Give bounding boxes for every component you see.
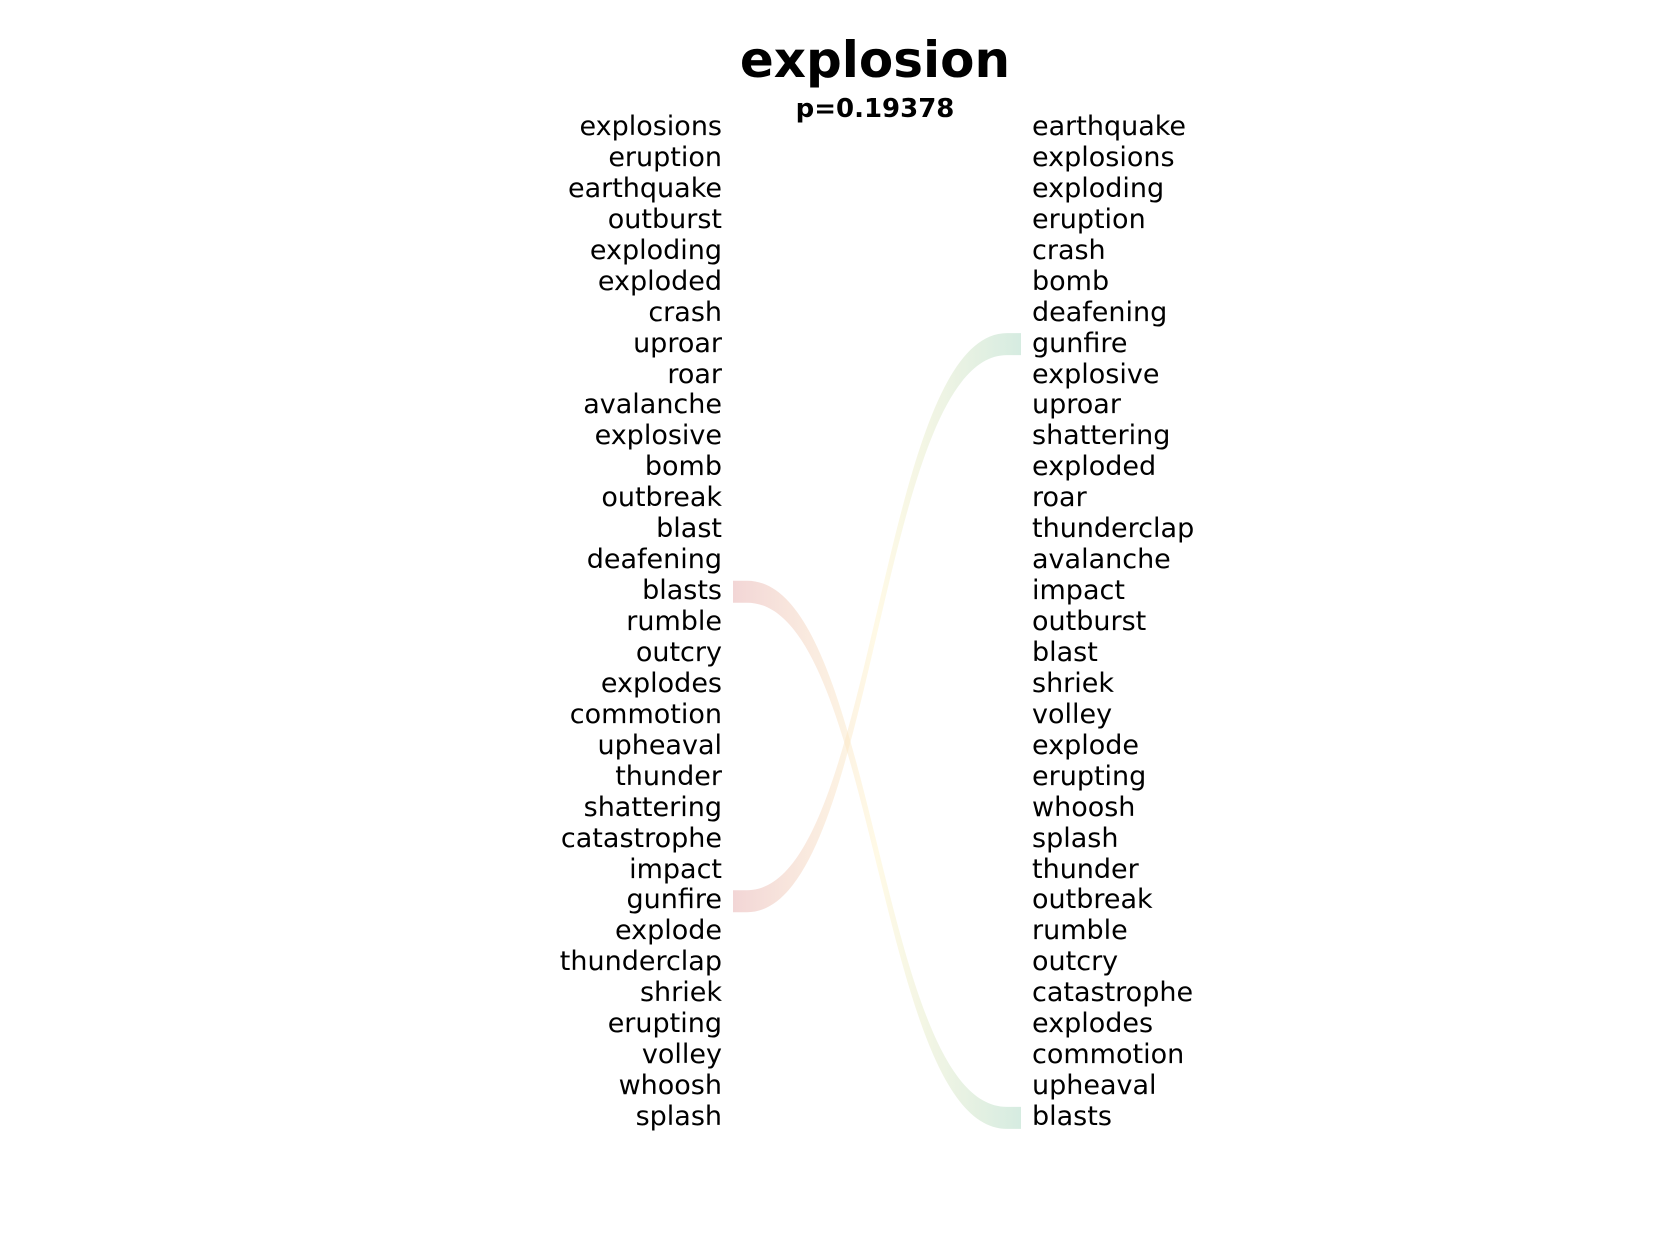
right-word: catastrophe xyxy=(1032,977,1194,1009)
left-word: commotion xyxy=(569,698,722,730)
right-word: exploded xyxy=(1032,451,1157,483)
right-word: impact xyxy=(1032,575,1125,607)
right-word: outburst xyxy=(1032,606,1147,637)
right-word: erupting xyxy=(1032,760,1147,792)
left-word: blasts xyxy=(642,575,722,607)
left-word: gunfire xyxy=(626,884,723,916)
right-word: explodes xyxy=(1032,1008,1154,1040)
left-word: outcry xyxy=(635,636,722,668)
right-word: avalanche xyxy=(1032,544,1171,576)
left-word: upheaval xyxy=(597,729,722,761)
left-word: thunder xyxy=(615,760,722,792)
left-word: deafening xyxy=(586,544,722,576)
right-word: crash xyxy=(1032,234,1106,266)
right-word: outcry xyxy=(1032,946,1119,978)
left-word: earthquake xyxy=(567,172,722,204)
diagram-title: explosion xyxy=(739,31,1011,89)
right-word: splash xyxy=(1032,822,1119,854)
right-word: explode xyxy=(1032,729,1140,761)
left-word: whoosh xyxy=(618,1070,722,1102)
left-word: eruption xyxy=(608,141,722,173)
left-word: rumble xyxy=(626,606,722,637)
left-word: erupting xyxy=(607,1008,722,1040)
right-word: thunderclap xyxy=(1032,513,1195,545)
left-word: explosions xyxy=(579,111,722,142)
left-word: explode xyxy=(614,915,722,947)
right-word: whoosh xyxy=(1032,791,1136,823)
left-word: exploding xyxy=(589,234,722,266)
right-word: deafening xyxy=(1032,296,1168,328)
left-word: uproar xyxy=(633,327,722,359)
right-word: blast xyxy=(1032,636,1098,668)
right-word: shriek xyxy=(1032,667,1115,699)
left-word: explodes xyxy=(600,667,722,699)
rank-link-blasts xyxy=(733,580,1021,1129)
right-word: outbreak xyxy=(1032,884,1153,916)
left-word: shriek xyxy=(639,977,722,1009)
right-word: exploding xyxy=(1032,172,1165,204)
right-word: shattering xyxy=(1032,420,1171,452)
left-word: avalanche xyxy=(583,389,722,421)
right-word: eruption xyxy=(1032,203,1146,235)
left-word: catastrophe xyxy=(560,822,722,854)
left-word: crash xyxy=(648,296,722,328)
left-word: exploded xyxy=(597,265,722,297)
left-word: thunderclap xyxy=(559,946,722,978)
right-word: volley xyxy=(1032,698,1113,730)
right-word-list: earthquake explosions exploding eruption cra… xyxy=(1032,111,1332,1133)
right-word: roar xyxy=(1032,482,1087,514)
left-word: explosive xyxy=(594,420,722,452)
right-word: explosions xyxy=(1032,141,1175,173)
right-word: rumble xyxy=(1032,915,1128,947)
right-word: uproar xyxy=(1032,389,1121,421)
left-word: volley xyxy=(641,1039,722,1071)
right-word: commotion xyxy=(1032,1039,1185,1071)
left-word: impact xyxy=(629,853,722,885)
left-word-list: explosions eruption earthquake outburst expl… xyxy=(440,111,723,1133)
left-word: outburst xyxy=(607,203,722,235)
rank-link-gunfire xyxy=(733,333,1021,913)
right-word: bomb xyxy=(1032,265,1110,297)
right-word: thunder xyxy=(1032,853,1139,885)
right-word: earthquake xyxy=(1032,111,1187,142)
right-word: gunfire xyxy=(1032,327,1128,359)
left-word: bomb xyxy=(644,451,722,483)
right-word: blasts xyxy=(1032,1101,1112,1132)
left-word: roar xyxy=(667,358,722,390)
right-word: upheaval xyxy=(1032,1070,1157,1102)
left-word: blast xyxy=(656,513,722,545)
right-word: explosive xyxy=(1032,358,1160,390)
left-word: outbreak xyxy=(601,482,722,514)
left-word: splash xyxy=(635,1101,722,1132)
left-word: shattering xyxy=(583,791,722,823)
diagram-subtitle: p=0.19378 xyxy=(795,94,955,124)
